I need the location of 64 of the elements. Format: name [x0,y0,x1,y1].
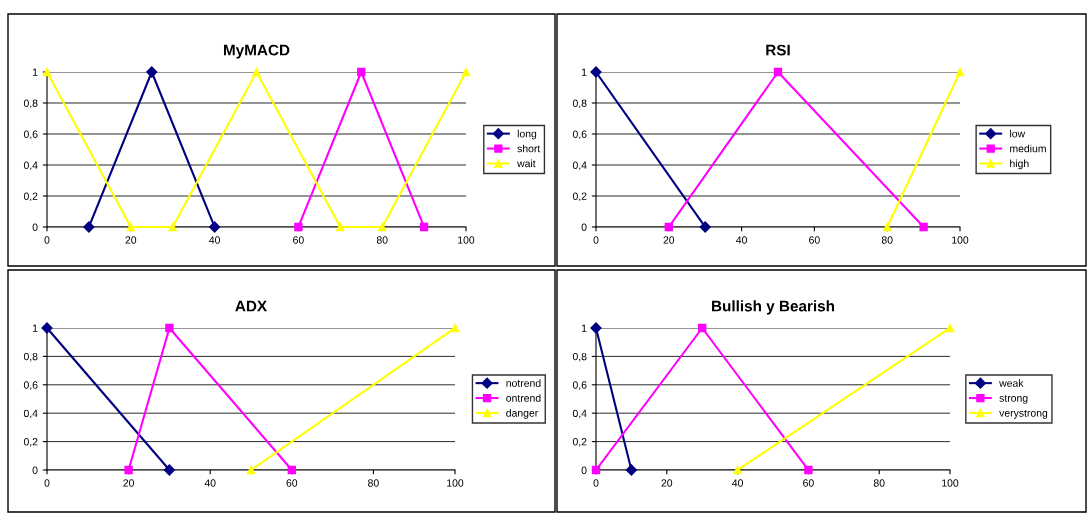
y-tick-label: 0,4 [572,161,587,171]
y-tick-label: 1 [581,68,587,76]
legend-label: low [1010,129,1026,138]
legend-label: short [517,144,541,153]
y-tick-label: 0,2 [23,438,38,447]
x-tick-label: 100 [942,479,959,487]
x-tick-label: 80 [376,236,388,244]
x-tick-label: 0 [44,479,50,487]
y-tick-label: 0 [581,466,587,474]
x-tick-label: 80 [881,236,893,244]
legend-label: medium [1010,144,1046,153]
y-tick-label: 0,6 [572,130,587,140]
x-tick-label: 100 [447,479,464,487]
y-tick-label: 0,6 [572,381,587,390]
x-tick-label: 80 [368,479,379,487]
x-tick-label: 40 [204,479,216,487]
x-tick-label: 20 [125,236,137,244]
y-tick-label: 0,8 [23,99,38,109]
y-tick-label: 1 [581,324,587,332]
y-tick-label: 0,8 [23,352,38,362]
x-tick-label: 60 [293,236,304,244]
legend-label: long [517,129,537,140]
x-tick-label: 20 [123,479,134,487]
chart-title: RSI [766,44,790,56]
legend-label: high [1010,159,1029,170]
legend-label: notrend [506,379,541,387]
y-tick-label: 0,8 [572,99,587,109]
x-tick-label: 0 [593,236,599,244]
x-tick-label: 100 [458,236,475,244]
y-tick-label: 0,6 [23,130,38,140]
legend-label: strong [999,394,1028,404]
y-tick-label: 0,2 [572,438,587,447]
x-tick-label: 80 [873,479,885,487]
y-tick-label: 0,4 [23,161,38,171]
y-tick-label: 0,6 [23,381,38,390]
legend-label: ontrend [506,394,541,402]
legend-label: weak [999,379,1024,387]
legend-label: wait [517,159,536,168]
y-tick-label: 0 [581,223,587,231]
x-tick-label: 40 [209,236,220,244]
y-tick-label: 0,8 [572,352,587,362]
x-tick-label: 0 [44,236,50,244]
x-tick-label: 20 [663,236,675,244]
y-tick-label: 1 [32,324,38,332]
y-tick-label: 0,2 [23,192,38,202]
x-tick-label: 20 [661,479,673,487]
y-tick-label: 1 [32,68,38,76]
x-tick-label: 100 [952,236,969,244]
y-tick-label: 0 [32,223,38,231]
x-tick-label: 60 [286,479,298,487]
legend-label: verystrong [999,409,1048,419]
x-tick-label: 40 [732,479,743,487]
x-tick-label: 0 [593,479,599,487]
y-tick-label: 0,2 [572,192,587,202]
chart-title: ADX [235,300,267,312]
x-tick-label: 60 [803,479,814,487]
x-tick-label: 40 [736,236,747,244]
y-tick-label: 0,4 [23,409,38,419]
x-tick-label: 60 [809,236,820,244]
legend-label: danger [506,409,539,419]
y-tick-label: 0 [32,466,38,474]
chart-title: MyMACD [224,44,290,59]
y-tick-label: 0,4 [572,409,587,419]
chart-title: Bullish y Bearish [712,300,835,315]
